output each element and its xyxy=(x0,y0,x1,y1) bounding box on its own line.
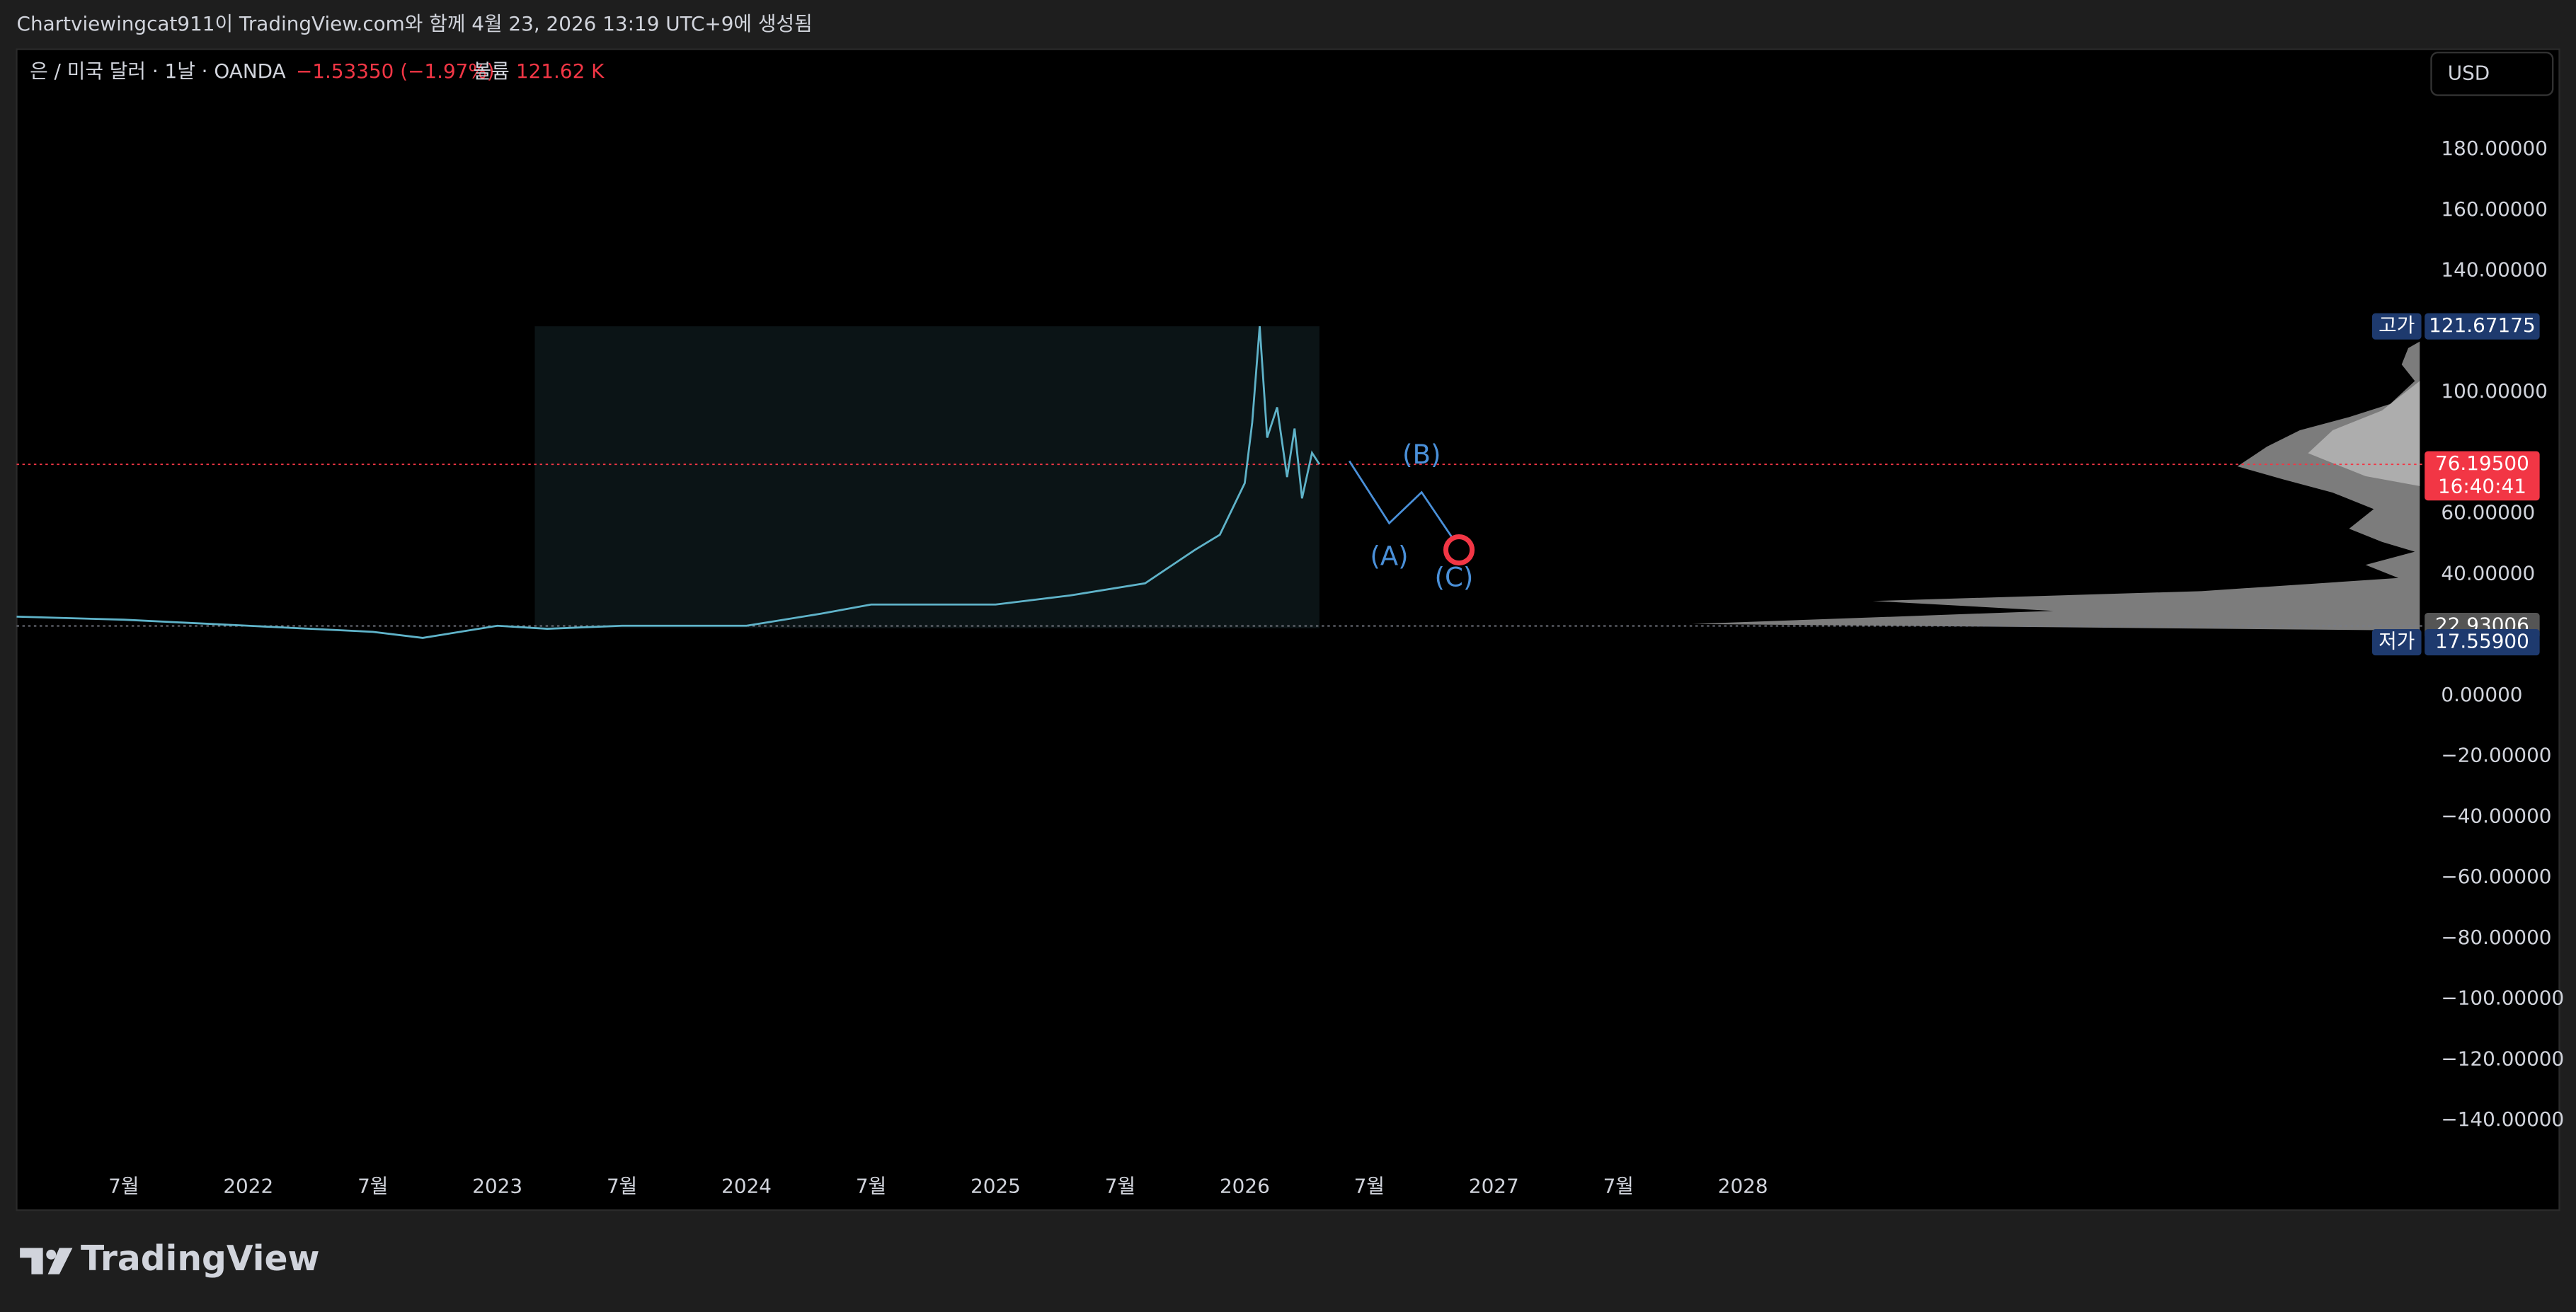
price-tag-label: 고가 xyxy=(2378,313,2415,337)
legend-change: −1.53350 (−1.97%) xyxy=(296,59,495,83)
x-tick-label: 2028 xyxy=(1718,1175,1768,1198)
y-tick-label: 40.00000 xyxy=(2441,561,2535,585)
price-line-series xyxy=(16,326,1321,639)
x-tick-label: 2022 xyxy=(223,1175,273,1198)
x-tick-label: 7월 xyxy=(357,1175,388,1198)
volume-profile xyxy=(1692,341,2420,631)
logo-shape xyxy=(46,1249,57,1260)
y-tick-label: −40.00000 xyxy=(2441,804,2551,827)
x-tick-label: 7월 xyxy=(607,1175,637,1198)
x-tick-label: 7월 xyxy=(1354,1175,1385,1198)
header-caption: Chartviewingcat911이 TradingView.com와 함께 … xyxy=(17,12,813,35)
legend-volume-label: 볼륨 xyxy=(474,59,510,83)
price-badge-label: 17.55900 xyxy=(2435,630,2529,653)
x-tick-label: 7월 xyxy=(1105,1175,1135,1198)
currency-button[interactable] xyxy=(2430,52,2554,96)
volume-profile-shape xyxy=(1692,341,2420,631)
x-tick-label: 2023 xyxy=(472,1175,522,1198)
price-tag-box xyxy=(2371,313,2422,340)
x-tick-label: 7월 xyxy=(108,1175,139,1198)
price-badge-label: 121.67175 xyxy=(2429,313,2536,337)
x-tick-label: 7월 xyxy=(856,1175,886,1198)
y-tick-label: 140.00000 xyxy=(2441,258,2548,282)
x-tick-label: 7월 xyxy=(1603,1175,1634,1198)
price-badge xyxy=(2425,451,2540,501)
price-badge-label: 76.19500 xyxy=(2435,451,2529,475)
legend-symbol: 은 / 미국 달러 · 1날 · OANDA xyxy=(30,59,286,83)
countdown-label: 16:40:41 xyxy=(2438,475,2526,498)
price-badge xyxy=(2425,629,2540,656)
logo-shape xyxy=(20,1248,43,1274)
range-box xyxy=(534,326,1320,628)
logo-shape xyxy=(47,1248,73,1274)
y-tick-label: 0.00000 xyxy=(2441,683,2522,706)
volume-profile-shape xyxy=(2308,381,2420,486)
y-tick-label: 100.00000 xyxy=(2441,379,2548,403)
y-tick-label: −60.00000 xyxy=(2441,865,2551,888)
y-tick-label: 180.00000 xyxy=(2441,137,2548,160)
x-tick-label: 2027 xyxy=(1469,1175,1519,1198)
wave-label: (B) xyxy=(1402,439,1441,470)
price-tag-box xyxy=(2371,629,2422,656)
legend-volume: 121.62 K xyxy=(516,59,605,83)
wave-label: (C) xyxy=(1435,563,1474,593)
logo-icon xyxy=(20,1248,73,1274)
y-tick-label: −120.00000 xyxy=(2441,1047,2564,1070)
chart-area xyxy=(16,48,2560,1212)
target-circle xyxy=(1443,534,1475,566)
x-tick-label: 2024 xyxy=(721,1175,772,1198)
x-tick-label: 2025 xyxy=(971,1175,1021,1198)
y-tick-label: 60.00000 xyxy=(2441,501,2535,524)
currency-label: USD xyxy=(2448,61,2490,84)
y-tick-label: −20.00000 xyxy=(2441,744,2551,767)
y-tick-label: −140.00000 xyxy=(2441,1107,2564,1131)
y-tick-label: 160.00000 xyxy=(2441,197,2548,221)
price-line-series xyxy=(1349,460,1453,537)
y-tick-label: −80.00000 xyxy=(2441,926,2551,949)
x-tick-label: 2026 xyxy=(1220,1175,1270,1198)
y-tick-label: −100.00000 xyxy=(2441,986,2564,1010)
logo-text: TradingView xyxy=(81,1239,320,1279)
price-badge xyxy=(2425,313,2540,340)
price-tag-label: 저가 xyxy=(2378,630,2415,653)
wave-label: (A) xyxy=(1370,541,1408,572)
